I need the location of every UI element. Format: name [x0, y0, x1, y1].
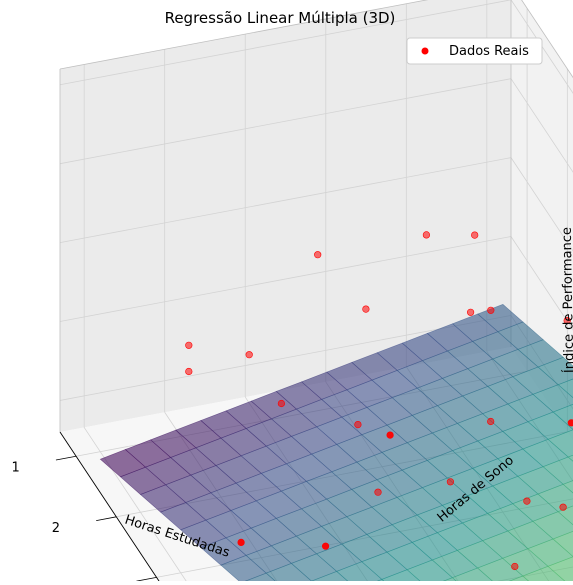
data-point	[186, 342, 193, 349]
data-point	[387, 432, 394, 439]
data-point	[278, 400, 285, 407]
data-point	[568, 420, 573, 427]
data-point	[363, 306, 370, 313]
data-point	[238, 539, 245, 546]
data-point	[512, 563, 519, 570]
legend-label: Dados Reais	[449, 44, 529, 59]
x-tick-label: 1	[12, 461, 20, 476]
legend: Dados Reais	[407, 38, 542, 64]
data-point	[467, 309, 474, 316]
data-point	[487, 418, 494, 425]
data-point	[488, 307, 495, 314]
data-point	[423, 232, 430, 239]
data-point	[314, 251, 321, 258]
data-point	[322, 543, 329, 550]
data-point	[560, 504, 567, 511]
data-point	[524, 498, 531, 505]
x-tick	[56, 456, 76, 460]
data-point	[186, 368, 193, 375]
data-point	[355, 421, 362, 428]
x-tick	[136, 577, 156, 581]
x-tick	[96, 517, 116, 521]
x-tick-label: 2	[52, 521, 60, 536]
data-point	[447, 479, 454, 486]
data-point	[375, 489, 382, 496]
data-point	[471, 232, 478, 239]
legend-marker	[422, 48, 429, 55]
chart-title: Regressão Linear Múltipla (3D)	[165, 9, 396, 27]
data-point	[246, 351, 253, 358]
